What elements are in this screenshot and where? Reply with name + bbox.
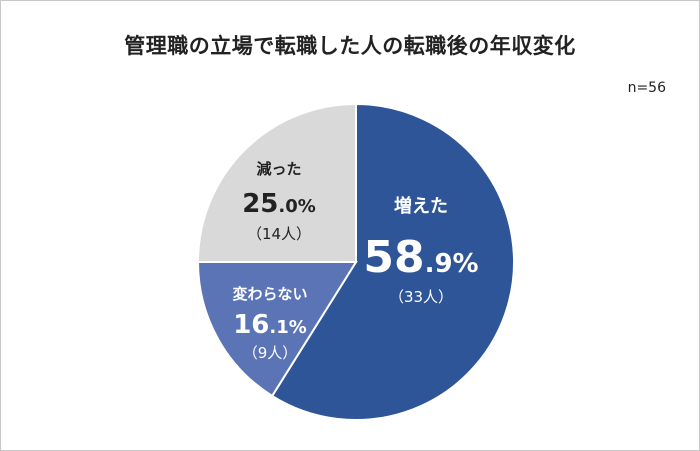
slice-label-decreased: 減った 25.0% （14人） (224, 158, 334, 244)
slice-percent-dec: .9% (424, 249, 479, 279)
slice-category: 変わらない (232, 285, 308, 303)
pie-slice-increased (270, 102, 515, 421)
slice-label-unchanged: 変わらない 16.1% （9人） (215, 283, 325, 363)
slice-percent-dec: .0% (278, 196, 316, 217)
slice-count: （9人） (242, 344, 298, 362)
slice-percent-dec: .1% (269, 317, 307, 338)
chart-title: 管理職の立場で転職した人の転職後の年収変化 (124, 34, 576, 58)
slice-count: （14人） (246, 225, 312, 243)
slice-percent-int: 16 (233, 310, 270, 340)
slice-category: 減った (256, 160, 302, 178)
slice-label-increased: 増えた 58.9% （33人） (356, 192, 486, 307)
slice-category: 増えた (394, 196, 448, 217)
slice-percent-int: 25 (242, 189, 279, 219)
pie-slice-unchanged (196, 261, 358, 398)
sample-size-label: n=56 (627, 80, 666, 96)
pie-slice-decreased (196, 102, 357, 263)
slice-percent-int: 58 (363, 232, 425, 283)
slice-count: （33人） (388, 288, 454, 306)
